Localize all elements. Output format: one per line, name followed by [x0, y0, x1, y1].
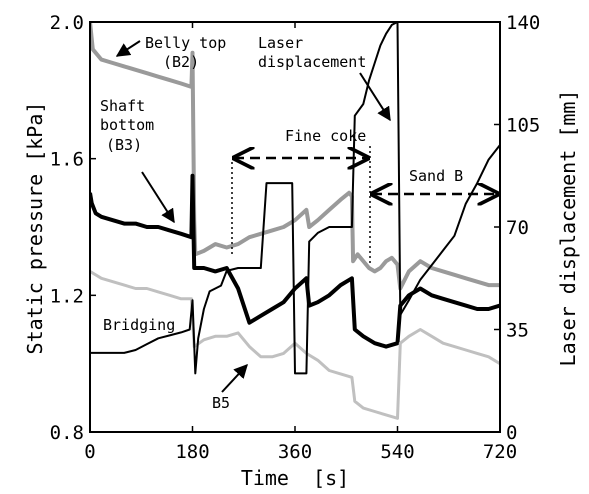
- series-layer: [90, 22, 500, 420]
- x-tick-label: 180: [175, 441, 209, 463]
- anno-bridging: Bridging: [103, 316, 175, 334]
- series-line-belly-top-b2: [90, 22, 500, 291]
- x-tick-label: 720: [483, 441, 517, 463]
- anno-bottom: bottom: [100, 116, 154, 134]
- y-right-tick-label: 140: [506, 12, 540, 34]
- y-left-tick-label: 0.8: [50, 422, 84, 444]
- anno-belly-top: Belly top: [145, 34, 226, 52]
- anno-b2: (B2): [163, 53, 199, 71]
- arrow-belly-top: [115, 40, 141, 57]
- y-left-tick-label: 1.2: [50, 285, 84, 307]
- x-tick-label: 540: [380, 441, 414, 463]
- x-axis-title: Time [s]: [241, 466, 349, 490]
- y-left-tick-label: 1.6: [50, 149, 84, 171]
- y-right-axis-title: Laser displacement [mm]: [556, 90, 580, 367]
- arrow-b3: [141, 171, 175, 224]
- ticks-layer: 0 180 360 540 720 0.8 1.2 1.6 2.0 0 35 70 105 140: [50, 12, 541, 463]
- series-line-laser-displacement: [90, 22, 500, 375]
- y-right-tick-label: 105: [506, 115, 540, 137]
- anno-shaft: Shaft: [100, 97, 145, 115]
- series-line-b5: [90, 270, 500, 420]
- anno-displacement: displacement: [258, 53, 366, 71]
- x-tick-label: 360: [278, 441, 312, 463]
- y-left-axis-title: Static pressure [kPa]: [23, 102, 47, 355]
- x-tick-label: 0: [84, 441, 95, 463]
- anno-sand-b: Sand B: [409, 167, 463, 185]
- arrow-b5: [221, 363, 248, 393]
- annotations: Belly top (B2) Shaft bottom (B3) Bridgin…: [100, 34, 498, 412]
- y-right-tick-label: 0: [506, 422, 517, 444]
- y-right-tick-label: 70: [506, 217, 529, 239]
- anno-b3: (B3): [106, 136, 142, 154]
- anno-laser: Laser: [258, 34, 303, 52]
- anno-b5: B5: [212, 394, 230, 412]
- arrow-laser: [359, 72, 391, 122]
- y-left-tick-label: 2.0: [50, 12, 84, 34]
- series-line-shaft-bottom-b3: [90, 173, 500, 349]
- y-right-tick-label: 35: [506, 320, 529, 342]
- anno-fine-coke: Fine coke: [285, 127, 366, 145]
